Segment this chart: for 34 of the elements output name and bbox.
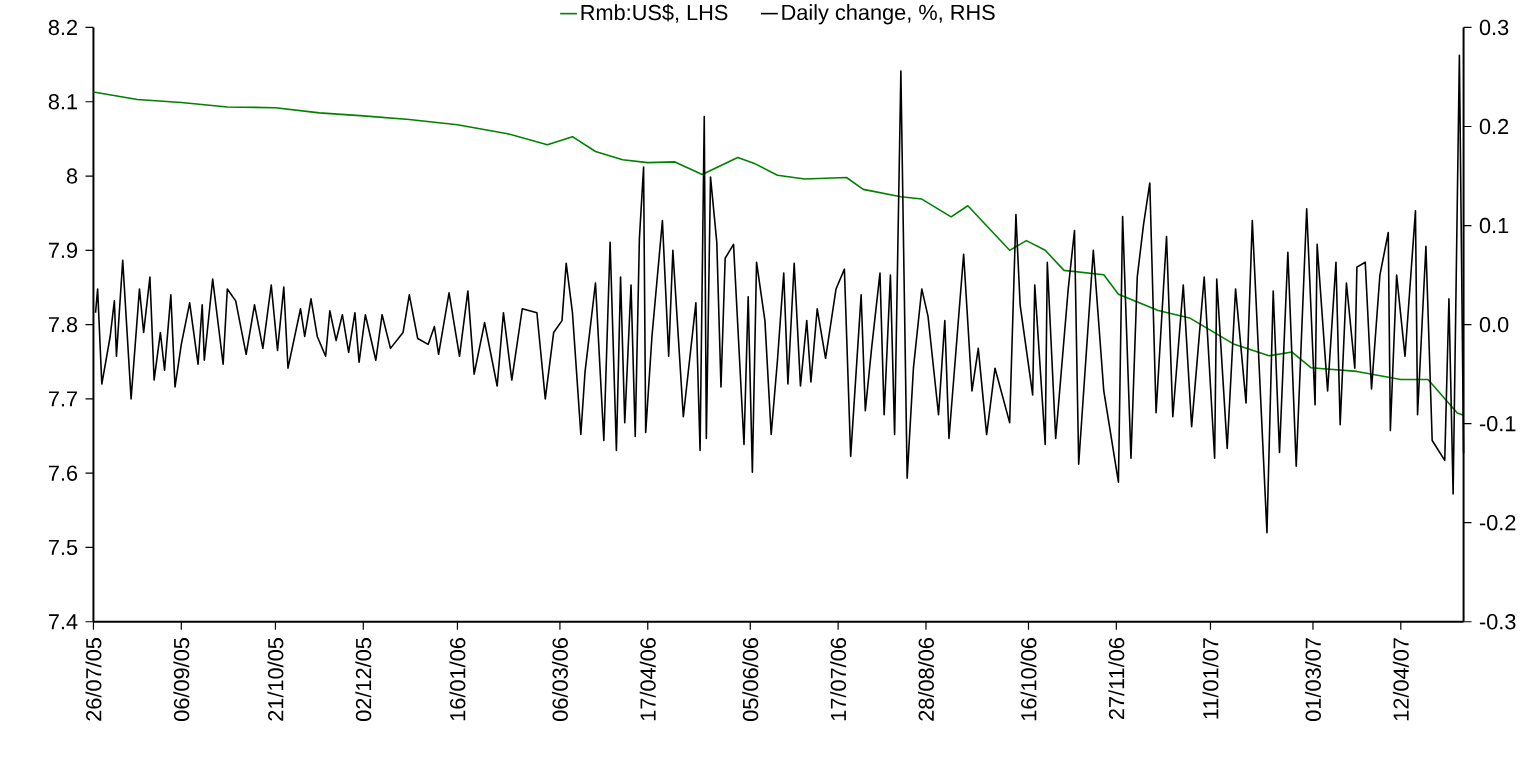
y2-tick-label: 0.3 (1479, 20, 1509, 36)
y-tick-label: 7.9 (48, 242, 78, 259)
y-tick-label: 8.1 (48, 94, 77, 110)
y-tick-label: 8.2 (48, 20, 77, 36)
x-tick-label: 06/03/06 (551, 638, 568, 722)
y2-tick-label: 0.0 (1479, 317, 1509, 333)
x-tick-label: 28/08/06 (917, 638, 934, 721)
line-series (92, 91, 1465, 417)
x-tick-label: 02/12/05 (355, 638, 372, 722)
x-tick-label: 06/09/05 (173, 638, 190, 722)
x-tick-label: 17/04/06 (639, 638, 656, 721)
x-tick-label: 12/04/07 (1392, 638, 1409, 721)
y-tick-label: 7.4 (48, 614, 78, 630)
y-tick-label: 8 (66, 168, 78, 184)
y2-tick-label: -0.1 (1479, 416, 1516, 432)
y-tick-label: 7.6 (48, 465, 78, 482)
y-tick-label: 7.5 (48, 540, 78, 556)
x-tick-label: 16/01/06 (449, 638, 466, 721)
x-tick-label: 11/01/07 (1202, 638, 1219, 719)
y-tick-label: 7.7 (48, 391, 77, 407)
x-tick-label: 26/07/05 (85, 638, 102, 721)
y2-tick-label: -0.3 (1479, 614, 1516, 630)
x-tick-label: 21/10/05 (267, 638, 284, 721)
x-tick-label: 17/07/06 (830, 638, 847, 721)
y2-tick-label: -0.2 (1479, 515, 1516, 531)
y-tick-label: 7.8 (48, 317, 78, 333)
x-tick-label: 01/03/07 (1304, 638, 1321, 722)
x-tick-label: 16/10/06 (1020, 638, 1037, 721)
y2-tick-label: 0.1 (1479, 218, 1509, 234)
x-tick-label: 05/06/06 (742, 638, 759, 722)
y2-tick-label: 0.2 (1479, 119, 1509, 135)
legend-label: Daily change, %, RHS (782, 4, 995, 25)
x-tick-label: 27/11/06 (1108, 638, 1125, 720)
legend-label: Rmb:US$, LHS (581, 4, 728, 24)
